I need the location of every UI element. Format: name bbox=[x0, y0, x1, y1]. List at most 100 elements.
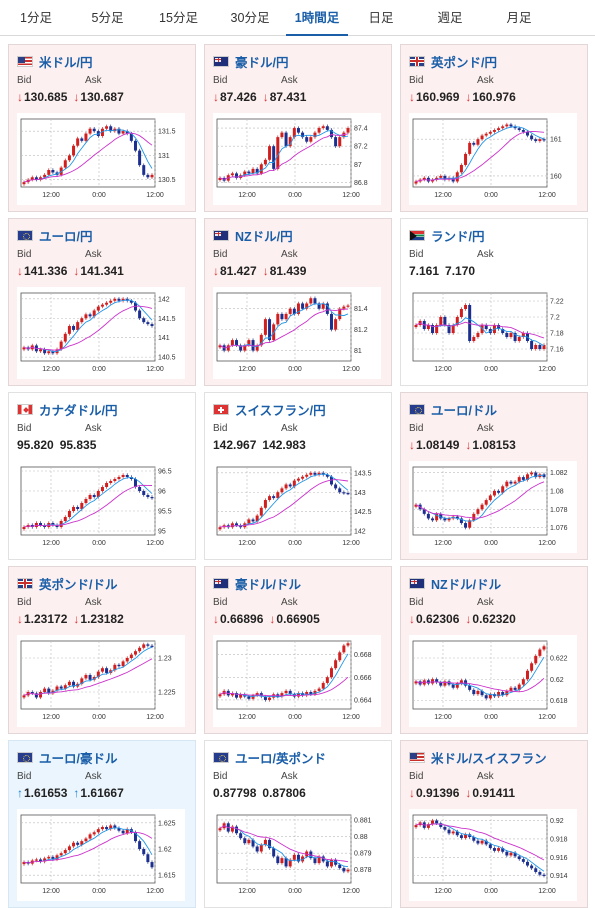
candlestick-chart[interactable]: 12:00 0:00 12:00 0.668 0.666 0.664 bbox=[213, 635, 381, 727]
candle-up bbox=[534, 655, 538, 664]
candle-up bbox=[268, 697, 272, 700]
pair-name[interactable]: 米ドル/スイスフラン bbox=[431, 751, 547, 766]
pair-title[interactable]: カナダドル/円 bbox=[17, 401, 118, 418]
pair-name[interactable]: ユーロ/円 bbox=[39, 229, 93, 244]
candlestick-chart[interactable]: 12:00 0:00 12:00 7.22 7.2 7.18 7.16 bbox=[409, 287, 577, 379]
rate-card[interactable]: 豪ドル/円 Bid Ask ↓87.426 ↓87.431 12:00 0:00 12… bbox=[204, 44, 392, 212]
pair-name[interactable]: 豪ドル/円 bbox=[235, 55, 289, 70]
candle-up bbox=[100, 487, 104, 491]
rate-card[interactable]: ランド/円 Bid Ask 7.161 7.170 12:00 0:00 12:00 7… bbox=[400, 218, 588, 386]
candle-up bbox=[218, 828, 222, 831]
candle-up bbox=[105, 126, 109, 129]
pair-name[interactable]: NZドル/ドル bbox=[431, 577, 502, 592]
rate-card[interactable]: カナダドル/円 Bid Ask 95.820 95.835 12:00 0:00 12… bbox=[8, 392, 196, 560]
candlestick-chart[interactable]: 12:00 0:00 12:00 0.881 0.88 0.879 0.878 bbox=[213, 809, 381, 901]
candlestick-chart[interactable]: 12:00 0:00 12:00 1.082 1.08 1.078 1.076 bbox=[409, 461, 577, 553]
candle-up bbox=[317, 128, 321, 133]
rate-card[interactable]: ユーロ/英ポンド Bid Ask 0.87798 0.87806 12:00 0:0… bbox=[204, 740, 392, 908]
tab-1[interactable]: 5分足 bbox=[91, 11, 124, 25]
pair-title[interactable]: 英ポンド/ドル bbox=[17, 575, 118, 592]
pair-name[interactable]: スイスフラン/円 bbox=[235, 403, 326, 418]
pair-name[interactable]: NZドル/円 bbox=[235, 229, 293, 244]
pair-name[interactable]: ユーロ/ドル bbox=[431, 403, 497, 418]
rate-card[interactable]: NZドル/ドル Bid Ask ↓0.62306 ↓0.62320 12:00 0:… bbox=[400, 566, 588, 734]
tab-5[interactable]: 日足 bbox=[368, 11, 394, 25]
x-tick-label: 12:00 bbox=[538, 366, 556, 373]
rate-card[interactable]: 豪ドル/ドル Bid Ask ↓0.66896 ↓0.66905 12:00 0:0… bbox=[204, 566, 392, 734]
au-flag-icon bbox=[213, 55, 229, 67]
candle-up bbox=[329, 859, 333, 867]
rate-card[interactable]: ユーロ/ドル Bid Ask ↓1.08149 ↓1.08153 12:00 0:0… bbox=[400, 392, 588, 560]
candle-down bbox=[59, 686, 63, 689]
pair-title[interactable]: 米ドル/円 bbox=[17, 53, 93, 70]
candle-up bbox=[476, 690, 480, 695]
candle-up bbox=[492, 490, 496, 496]
candlestick-chart[interactable]: 12:00 0:00 12:00 143.5 143 142.5 142 bbox=[213, 461, 381, 553]
rate-card[interactable]: ユーロ/豪ドル Bid Ask ↑1.61653 ↑1.61667 12:00 0:… bbox=[8, 740, 196, 908]
pair-title[interactable]: スイスフラン/円 bbox=[213, 401, 326, 418]
candle-up bbox=[109, 300, 113, 303]
pair-title[interactable]: ユーロ/円 bbox=[17, 227, 93, 244]
candlestick-chart[interactable]: 12:00 0:00 12:00 131.5 131 130.5 bbox=[17, 113, 185, 205]
candle-down bbox=[34, 693, 38, 698]
pair-title[interactable]: 豪ドル/円 bbox=[213, 53, 289, 70]
pair-name[interactable]: 英ポンド/円 bbox=[431, 55, 497, 70]
tab-3[interactable]: 30分足 bbox=[230, 11, 270, 25]
candle-down bbox=[276, 856, 280, 864]
candlestick-chart[interactable]: 12:00 0:00 12:00 96.5 96 95.5 95 bbox=[17, 461, 185, 553]
candlestick-chart[interactable]: 12:00 0:00 12:00 0.622 0.62 0.618 bbox=[409, 635, 577, 727]
bid-value: 1.23172 bbox=[24, 612, 68, 626]
tab-7[interactable]: 月足 bbox=[506, 11, 532, 25]
x-tick-label: 0:00 bbox=[484, 888, 498, 895]
pair-name[interactable]: 米ドル/円 bbox=[39, 55, 93, 70]
y-tick-label: 0.879 bbox=[354, 851, 372, 858]
rate-card[interactable]: 英ポンド/ドル Bid Ask ↓1.23172 ↓1.23182 12:00 0:… bbox=[8, 566, 196, 734]
candlestick-chart[interactable]: 12:00 0:00 12:00 1.23 1.225 bbox=[17, 635, 185, 727]
pair-name[interactable]: ランド/円 bbox=[431, 229, 485, 244]
tab-4[interactable]: 1時間足 bbox=[286, 0, 348, 36]
tab-6[interactable]: 週足 bbox=[437, 11, 463, 25]
candlestick-chart[interactable]: 12:00 0:00 12:00 142 141.5 141 140.5 bbox=[17, 287, 185, 379]
pair-title[interactable]: ランド/円 bbox=[409, 227, 485, 244]
candle-up bbox=[538, 649, 542, 656]
rate-card[interactable]: NZドル/円 Bid Ask ↓81.427 ↓81.439 12:00 0:00 1… bbox=[204, 218, 392, 386]
candlestick-chart[interactable]: 12:00 0:00 12:00 0.92 0.918 0.916 0.914 bbox=[409, 809, 577, 901]
y-tick-label: 141 bbox=[158, 335, 170, 342]
candle-up bbox=[325, 677, 329, 683]
candle-down bbox=[472, 689, 476, 695]
pair-title[interactable]: NZドル/円 bbox=[213, 227, 293, 244]
rate-card[interactable]: 英ポンド/円 Bid Ask ↓160.969 ↓160.976 12:00 0:0… bbox=[400, 44, 588, 212]
candle-down bbox=[268, 839, 272, 849]
candlestick-chart[interactable]: 12:00 0:00 12:00 1.625 1.62 1.615 bbox=[17, 809, 185, 901]
candle-down bbox=[117, 664, 121, 667]
pair-name[interactable]: カナダドル/円 bbox=[39, 403, 118, 418]
rate-card[interactable]: ユーロ/円 Bid Ask ↓141.336 ↓141.341 12:00 0:00… bbox=[8, 218, 196, 386]
pair-title[interactable]: 米ドル/スイスフラン bbox=[409, 749, 547, 766]
candlestick-chart[interactable]: 12:00 0:00 12:00 161 160 bbox=[409, 113, 577, 205]
pair-title[interactable]: ユーロ/英ポンド bbox=[213, 749, 326, 766]
pair-title[interactable]: ユーロ/ドル bbox=[409, 401, 497, 418]
candle-up bbox=[218, 527, 222, 530]
ask-value: 81.439 bbox=[269, 264, 307, 278]
pair-name[interactable]: 豪ドル/ドル bbox=[235, 577, 301, 592]
candlestick-chart[interactable]: 12:00 0:00 12:00 87.4 87.2 87 86.8 bbox=[213, 113, 381, 205]
x-tick-label: 12:00 bbox=[42, 192, 60, 199]
rate-card[interactable]: 米ドル/スイスフラン Bid Ask ↓0.91396 ↓0.91411 12:0… bbox=[400, 740, 588, 908]
pair-name[interactable]: ユーロ/豪ドル bbox=[39, 751, 118, 766]
y-tick-label: 141.5 bbox=[158, 316, 176, 323]
tab-2[interactable]: 15分足 bbox=[159, 11, 198, 25]
pair-name[interactable]: ユーロ/英ポンド bbox=[235, 751, 326, 766]
rate-card[interactable]: 米ドル/円 Bid Ask ↓130.685 ↓130.687 12:00 0:00… bbox=[8, 44, 196, 212]
rate-card[interactable]: スイスフラン/円 Bid Ask 142.967 142.983 12:00 0:0… bbox=[204, 392, 392, 560]
candlestick-chart[interactable]: 12:00 0:00 12:00 81.4 81.2 81 bbox=[213, 287, 381, 379]
ask-label: Ask bbox=[85, 597, 102, 608]
candle-up bbox=[276, 492, 280, 499]
pair-name[interactable]: 英ポンド/ドル bbox=[39, 577, 118, 592]
pair-title[interactable]: 豪ドル/ドル bbox=[213, 575, 301, 592]
pair-title[interactable]: 英ポンド/円 bbox=[409, 53, 497, 70]
chart-frame bbox=[216, 814, 352, 884]
tab-0[interactable]: 1分足 bbox=[20, 11, 52, 25]
pair-title[interactable]: ユーロ/豪ドル bbox=[17, 749, 118, 766]
pair-title[interactable]: NZドル/ドル bbox=[409, 575, 502, 592]
ma-long-line bbox=[415, 321, 545, 339]
